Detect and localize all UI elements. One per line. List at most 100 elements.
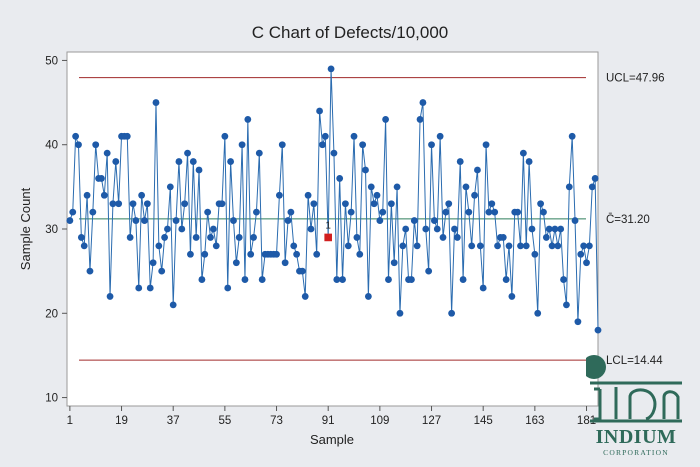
data-point <box>250 234 257 241</box>
data-point <box>548 242 556 250</box>
data-point <box>410 217 418 224</box>
data-point <box>534 309 542 317</box>
logo-subtitle: CORPORATION <box>603 448 669 457</box>
data-point <box>327 65 335 73</box>
data-point <box>505 242 513 250</box>
out-of-control-flag: 1 <box>325 220 331 231</box>
data-point <box>571 217 579 224</box>
x-ticks: 1 19 37 55 73 91 109 127 145 163 181 <box>67 406 596 427</box>
data-point <box>175 158 183 165</box>
data-point <box>184 149 191 157</box>
data-point <box>413 242 421 250</box>
data-point <box>273 250 280 258</box>
data-point <box>531 250 539 258</box>
data-point <box>106 293 114 300</box>
data-point <box>448 309 456 317</box>
data-point <box>514 208 522 216</box>
x-tick-label: 37 <box>167 415 180 427</box>
data-point <box>316 107 323 115</box>
data-point <box>428 141 435 149</box>
data-point <box>502 276 510 283</box>
data-point <box>161 234 168 241</box>
data-point <box>195 166 203 174</box>
center-label: C̄=31.20 <box>606 213 650 226</box>
y-tick-label: 20 <box>45 308 58 320</box>
data-point <box>560 276 567 283</box>
x-tick-label: 19 <box>115 415 128 427</box>
data-point <box>135 284 143 292</box>
data-point <box>241 276 249 283</box>
ucl-label: UCL=47.96 <box>606 73 665 85</box>
data-point <box>123 132 131 140</box>
data-point <box>178 225 186 233</box>
x-tick-label: 1 <box>67 415 73 427</box>
data-point <box>230 217 237 224</box>
data-point <box>557 225 565 233</box>
data-point <box>540 208 547 216</box>
data-point <box>390 259 398 267</box>
data-point <box>298 267 306 275</box>
data-point <box>362 166 369 174</box>
data-point <box>373 191 381 199</box>
x-tick-label: 91 <box>322 415 335 427</box>
data-point <box>89 208 97 216</box>
data-point <box>313 250 321 258</box>
data-point <box>155 242 163 250</box>
control-limits: UCL=47.96 C̄=31.20 LCL=14.44 <box>79 73 665 367</box>
data-point <box>98 175 105 182</box>
data-point <box>545 225 553 233</box>
data-point <box>476 242 484 250</box>
data-point <box>103 149 111 157</box>
data-point <box>169 301 177 309</box>
data-point <box>100 191 108 199</box>
data-point <box>244 116 252 123</box>
data-point <box>396 309 404 317</box>
data-point <box>207 234 214 241</box>
data-point <box>146 284 154 292</box>
data-point <box>290 242 298 250</box>
data-point <box>347 208 355 216</box>
data-point <box>224 284 232 292</box>
data-point <box>126 234 134 241</box>
data-point <box>451 225 458 233</box>
data-point <box>468 242 476 250</box>
data-point <box>583 259 590 267</box>
data-point <box>525 158 533 165</box>
data-point <box>69 208 77 216</box>
data-point <box>402 225 410 233</box>
data-point <box>204 208 212 216</box>
data-point <box>198 276 206 283</box>
data-point <box>588 183 596 191</box>
data-point <box>459 276 467 283</box>
data-point <box>387 200 395 208</box>
data-point <box>201 250 209 258</box>
data-point <box>537 200 544 208</box>
x-tick-label: 73 <box>270 415 283 427</box>
data-point <box>75 141 82 149</box>
data-point <box>247 250 255 258</box>
data-point <box>138 191 146 199</box>
x-tick-label: 163 <box>525 415 544 427</box>
data-point <box>238 141 246 149</box>
x-tick-label: 127 <box>422 415 441 427</box>
data-point <box>453 234 461 241</box>
data-point <box>419 99 427 106</box>
data-point <box>585 242 593 250</box>
data-point <box>382 116 389 123</box>
data-point <box>189 158 197 165</box>
data-point <box>218 200 226 208</box>
y-tick-label: 30 <box>45 224 58 236</box>
data-point <box>258 276 266 283</box>
lcl-label: LCL=14.44 <box>606 355 663 367</box>
indium-logo: INDIUM CORPORATION <box>586 355 682 457</box>
data-point <box>485 208 493 216</box>
data-point <box>508 293 516 300</box>
data-point <box>172 217 180 224</box>
data-point <box>482 141 490 149</box>
data-point <box>494 242 501 250</box>
data-point <box>479 284 487 292</box>
logo-name: INDIUM <box>596 426 677 448</box>
data-point <box>112 158 120 165</box>
data-point <box>594 326 602 334</box>
data-point <box>433 225 441 233</box>
